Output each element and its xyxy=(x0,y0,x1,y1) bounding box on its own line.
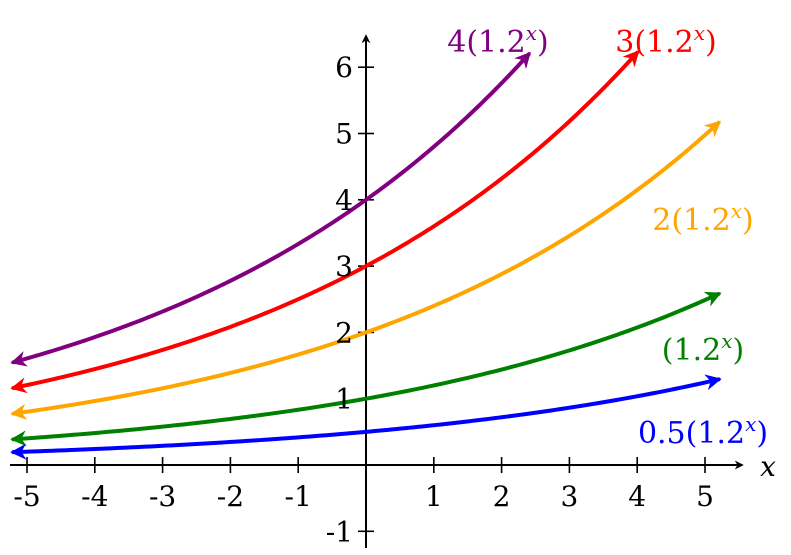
series-label: 3(1.2x) xyxy=(615,21,717,60)
series-label: (1.2x) xyxy=(662,329,744,368)
series-curve xyxy=(10,51,531,367)
x-axis-title: x xyxy=(760,450,776,483)
series-label-close: ) xyxy=(742,203,754,238)
y-tick-label: 4 xyxy=(335,184,353,217)
series-label-base: 4(1.2 xyxy=(447,25,526,60)
series-label-base: 2(1.2 xyxy=(652,203,731,238)
x-tick-label: 2 xyxy=(493,480,511,513)
y-tick-label: 5 xyxy=(335,118,353,151)
series-label-base: 0.5(1.2 xyxy=(638,416,745,451)
x-tick-label: -1 xyxy=(285,480,312,513)
x-tick-label: -5 xyxy=(13,480,40,513)
x-tick-label: 1 xyxy=(425,480,443,513)
y-tick-label: 2 xyxy=(335,316,353,349)
x-tick-label: 4 xyxy=(628,480,646,513)
series-label-base: (1.2 xyxy=(662,333,721,368)
x-tick-label: -4 xyxy=(81,480,108,513)
tick-labels: -5 -4 -3 -2 -1 1 2 3 4 5 -1 1 2 3 4 5 6 x xyxy=(13,51,776,548)
series-label-exponent: x xyxy=(526,21,537,45)
series-label-close: ) xyxy=(705,25,717,60)
axes xyxy=(10,34,744,548)
series-label-exponent: x xyxy=(745,412,756,436)
series-label: 2(1.2x) xyxy=(652,199,754,238)
x-tick-label: 5 xyxy=(696,480,714,513)
curves xyxy=(10,50,722,460)
curve-labels: 4(1.2x) 3(1.2x)2(1.2x)(1.2x)0.5(1.2x) xyxy=(447,21,768,451)
y-tick-label: 1 xyxy=(335,383,353,416)
series-label-exponent: x xyxy=(721,329,732,353)
x-tick-label: -3 xyxy=(149,480,176,513)
series-label: 4(1.2x) xyxy=(447,21,549,60)
series-label-exponent: x xyxy=(731,199,742,223)
y-tick-label: 6 xyxy=(335,51,353,84)
series-label-close: ) xyxy=(756,416,768,451)
series-label: 0.5(1.2x) xyxy=(638,412,768,451)
series-label-base: 3(1.2 xyxy=(615,25,694,60)
x-tick-label: 3 xyxy=(560,480,578,513)
series-curve xyxy=(10,374,722,460)
series-label-close: ) xyxy=(732,333,744,368)
series-label-exponent: x xyxy=(694,21,705,45)
series-label-close: ) xyxy=(537,25,549,60)
y-tick-label: 3 xyxy=(335,250,353,283)
series-curve xyxy=(10,50,640,394)
y-tick-label: -1 xyxy=(326,515,353,548)
x-tick-label: -2 xyxy=(217,480,244,513)
